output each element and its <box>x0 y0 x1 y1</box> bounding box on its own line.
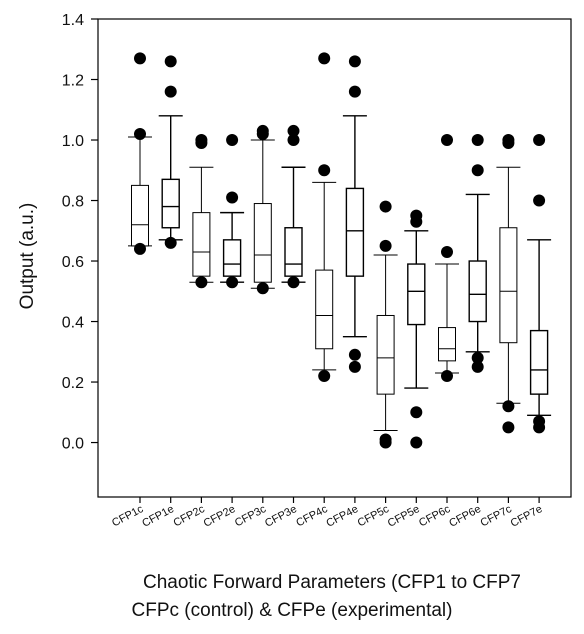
axes <box>91 18 572 503</box>
outlier-point <box>348 360 361 373</box>
outlier-point <box>471 360 484 373</box>
outlier-point <box>441 245 453 258</box>
iqr-box <box>345 187 365 277</box>
outlier-point <box>410 406 423 419</box>
box-CFP1e <box>158 55 183 249</box>
outlier-point <box>164 85 177 98</box>
box-CFP5c <box>373 200 398 449</box>
x-tick-label: CFP1c <box>110 503 146 530</box>
outlier-point <box>318 369 331 382</box>
boxes <box>128 52 552 449</box>
outlier-point <box>318 164 331 177</box>
outlier-point <box>533 134 546 147</box>
y-tick-label: 0.8 <box>62 194 84 211</box>
outlier-point <box>471 164 484 177</box>
outlier-point <box>195 134 208 147</box>
outlier-point <box>195 276 208 289</box>
iqr-box <box>376 314 395 395</box>
outlier-point <box>410 436 423 449</box>
iqr-box <box>131 184 149 247</box>
x-tick-label: CFP7c <box>478 503 514 530</box>
box-CFP6e <box>465 134 490 373</box>
y-tick-label: 1.0 <box>62 133 84 150</box>
outlier-point <box>379 433 392 446</box>
outlier-point <box>134 242 146 255</box>
iqr-box <box>529 329 549 395</box>
x-tick-label: CFP5c <box>356 503 392 530</box>
iqr-box <box>222 239 242 277</box>
x-axis-title-line1: Chaotic Forward Parameters (CFP1 to CFP7 <box>142 572 521 593</box>
outlier-point <box>256 124 269 137</box>
box-CFP5e <box>404 209 429 449</box>
y-tick-label: 0.4 <box>62 315 84 332</box>
outlier-point <box>226 134 239 147</box>
box-CFP2c <box>189 134 214 289</box>
plot-frame <box>97 18 572 498</box>
iqr-box <box>192 212 211 277</box>
outlier-point <box>410 209 423 222</box>
box-CFP4e <box>342 55 367 373</box>
outlier-point <box>441 134 453 147</box>
y-tick-label: 1.2 <box>62 73 84 90</box>
iqr-box <box>315 269 334 350</box>
outlier-point <box>348 85 361 98</box>
outlier-point <box>287 276 300 289</box>
x-tick-label: CFP1e <box>140 503 176 530</box>
x-tick-label: CFP5e <box>386 503 422 530</box>
x-tick-label: CFP4e <box>324 503 360 530</box>
outlier-point <box>471 351 484 364</box>
y-tick-label: 0.6 <box>62 254 84 271</box>
outlier-point <box>471 134 484 147</box>
iqr-box <box>499 227 518 344</box>
box-CFP2e <box>220 134 245 289</box>
outlier-point <box>348 55 361 68</box>
outlier-point <box>441 369 453 382</box>
box-CFP7c <box>496 134 521 434</box>
x-tick-label: CFP2e <box>202 503 238 530</box>
outlier-point <box>287 124 300 137</box>
x-tick-label: CFP2c <box>171 503 207 530</box>
outlier-point <box>379 200 392 213</box>
box-CFP3c <box>250 124 275 295</box>
outlier-point <box>287 134 300 147</box>
outlier-point <box>134 127 146 140</box>
x-tick-label: CFP3e <box>263 503 299 530</box>
box-CFP6c <box>435 134 459 382</box>
box-CFP1c <box>128 52 152 255</box>
outlier-point <box>226 191 239 204</box>
iqr-box <box>407 263 426 326</box>
y-tick-label: 0.0 <box>62 436 84 453</box>
x-axis-title-line2: CFPc (control) & CFPe (experimental) <box>131 600 453 621</box>
outlier-point <box>164 55 177 68</box>
y-axis-label: Output (a.u.) <box>17 203 38 310</box>
outlier-point <box>134 52 146 65</box>
box-CFP7e <box>527 134 552 434</box>
y-tick-label: 1.4 <box>62 12 84 29</box>
outlier-point <box>533 415 546 428</box>
outlier-point <box>256 282 269 295</box>
box-CFP4c <box>312 52 337 382</box>
iqr-box <box>438 327 456 362</box>
box-CFP3e <box>281 124 306 289</box>
outlier-point <box>348 348 361 361</box>
outlier-point <box>164 236 177 249</box>
outlier-point <box>533 194 546 207</box>
outlier-point <box>379 239 392 252</box>
x-tick-label: CFP6e <box>447 503 483 530</box>
outlier-point <box>226 276 239 289</box>
iqr-box <box>468 260 487 323</box>
outlier-point <box>502 134 515 147</box>
outlier-point <box>318 52 331 65</box>
x-tick-label: CFP6c <box>417 503 453 530</box>
iqr-box <box>284 227 303 277</box>
outlier-point <box>502 421 515 434</box>
x-tick-label: CFP4c <box>294 503 330 530</box>
x-tick-label: CFP3c <box>233 503 269 530</box>
iqr-box <box>161 178 180 229</box>
iqr-box <box>253 203 272 283</box>
outlier-point <box>502 400 515 413</box>
x-tick-label: CFP7e <box>509 503 545 530</box>
y-tick-label: 0.2 <box>62 375 84 392</box>
